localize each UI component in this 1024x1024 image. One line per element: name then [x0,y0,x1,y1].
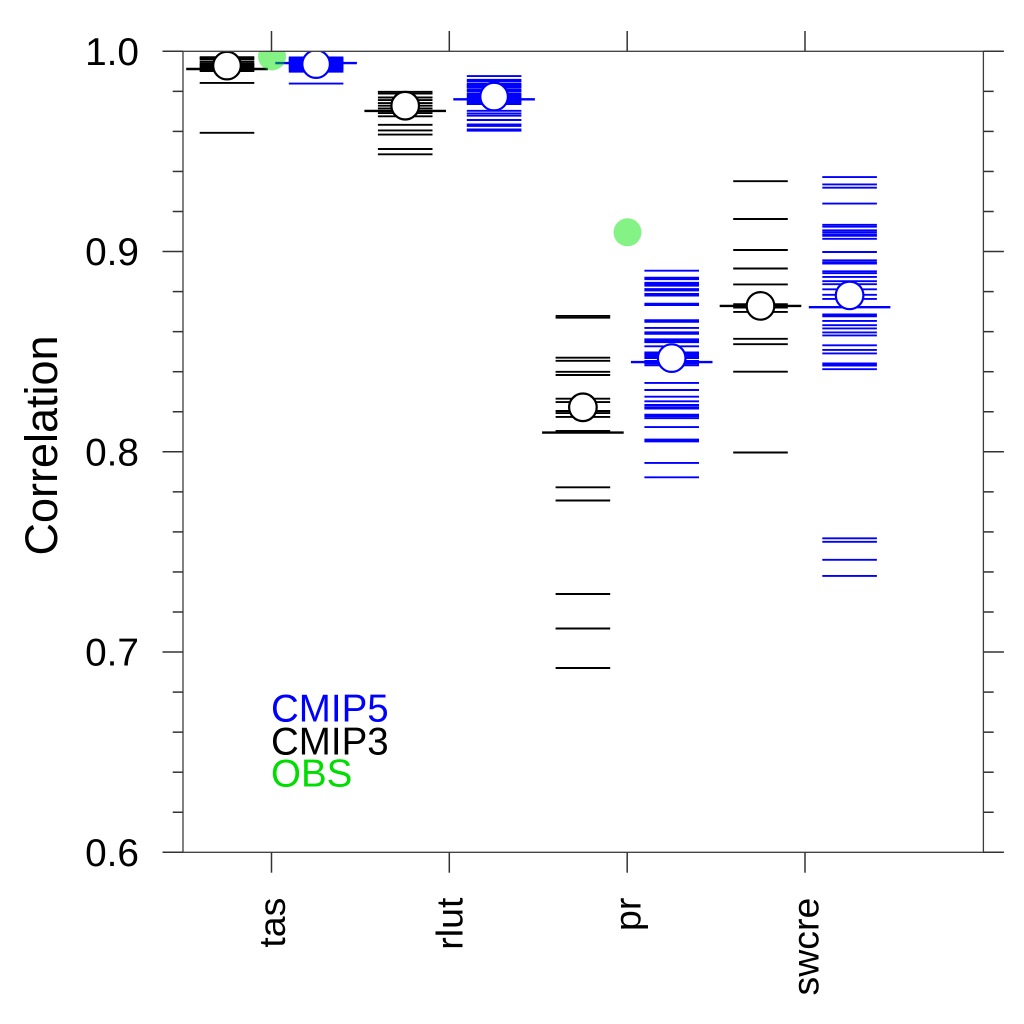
svg-text:Correlation: Correlation [16,335,67,555]
svg-text:swcre: swcre [784,898,826,996]
svg-text:tas: tas [251,898,293,948]
svg-text:0.8: 0.8 [85,431,139,474]
svg-text:0.9: 0.9 [85,231,139,274]
svg-text:0.7: 0.7 [85,632,139,675]
svg-text:pr: pr [607,898,649,931]
svg-text:1.0: 1.0 [85,31,139,74]
svg-text:CMIP5: CMIP5 [271,688,389,731]
svg-text:CMIP3: CMIP3 [271,720,389,763]
svg-text:rlut: rlut [429,897,471,950]
svg-text:0.6: 0.6 [85,832,139,875]
svg-text:OBS: OBS [271,753,352,796]
